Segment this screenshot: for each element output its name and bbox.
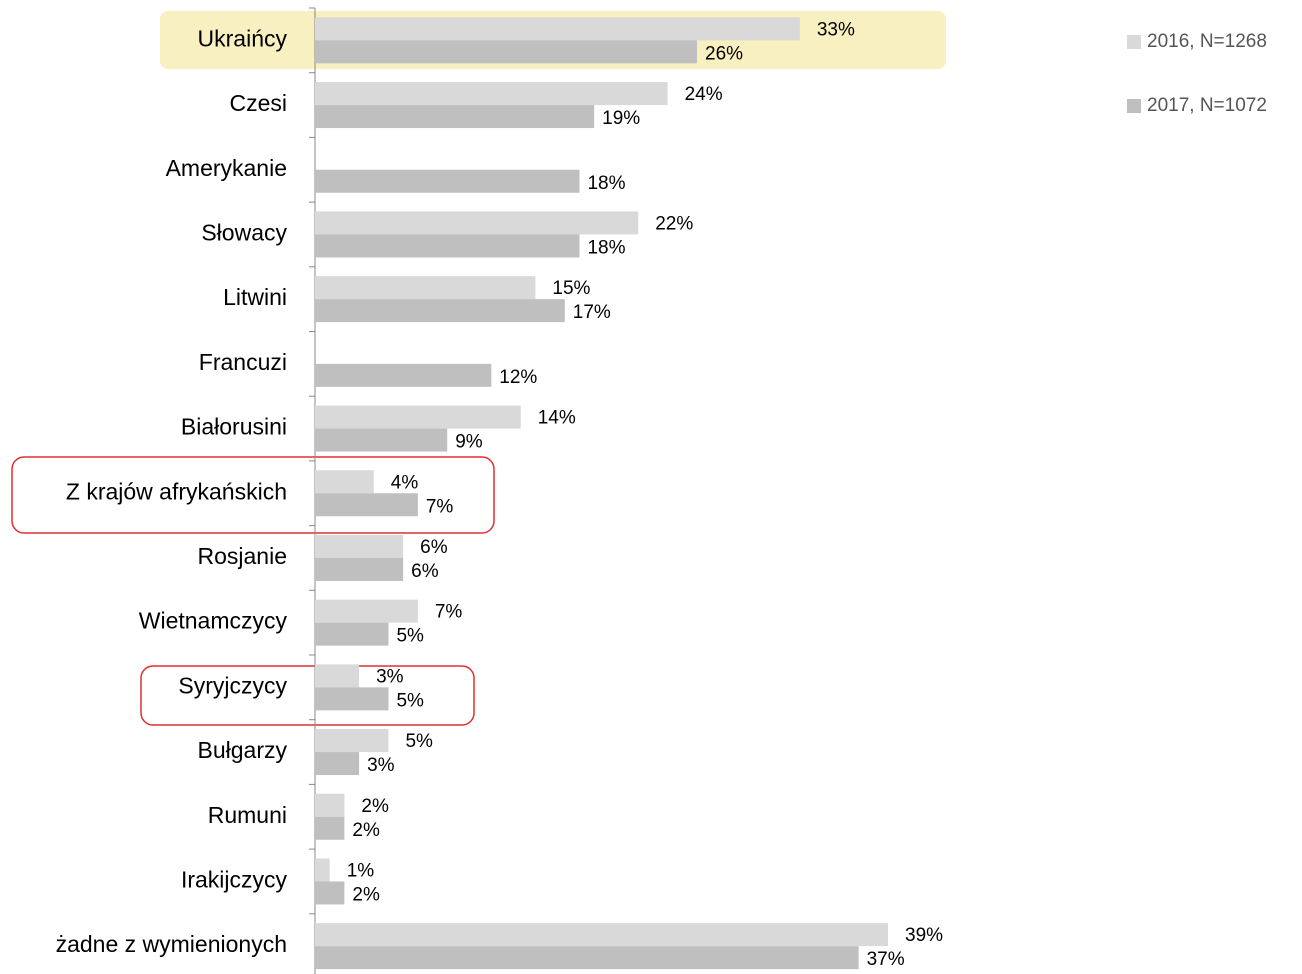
category-label: Syryjczycy [178,672,287,698]
value-label: 5% [405,731,433,752]
category-label: Z krajów afrykańskich [66,478,287,504]
category-label: Wietnamczycy [139,608,288,634]
bar [315,299,565,323]
bar [315,793,345,817]
category-label: Francuzi [199,349,287,375]
value-label: 12% [499,367,537,388]
category-label: Litwini [223,284,287,310]
bar [315,82,668,106]
legend-swatch [1127,35,1141,49]
legend-label: 2017, N=1072 [1147,95,1267,116]
bar [315,622,389,646]
value-label: 18% [587,237,625,258]
value-label: 37% [867,949,905,970]
category-label: Czesi [229,90,287,116]
value-label: 2% [361,796,389,817]
category-label: Ukraińcy [198,25,288,51]
bar [315,105,595,129]
value-label: 6% [411,561,439,582]
value-label: 19% [602,108,640,129]
bar [315,276,536,300]
bar [315,470,374,494]
category-label: Rosjanie [198,543,288,569]
bar [315,428,448,452]
value-label: 2% [352,884,380,905]
value-label: 3% [376,666,404,687]
bar [315,858,330,882]
value-label: 26% [705,43,743,64]
value-label: 22% [655,213,693,234]
bar [315,816,345,840]
value-label: 7% [426,496,454,517]
bar [315,881,345,905]
legend-swatch [1127,99,1141,113]
highlight-outline [11,456,495,534]
value-label: 6% [420,537,448,558]
value-label: 39% [905,925,943,946]
bar [315,493,418,517]
category-label: Słowacy [201,220,287,246]
highlight-outline [140,665,475,726]
category-label: żadne z wymienionych [56,931,287,957]
value-label: 2% [352,820,380,841]
bar [315,405,521,429]
bar [315,234,580,258]
value-label: 5% [396,626,424,647]
value-label: 7% [435,602,463,623]
bar [315,664,360,688]
category-label: Białorusini [181,414,287,440]
bar [315,534,404,558]
legend-label: 2016, N=1268 [1147,31,1267,52]
value-label: 9% [455,432,483,453]
value-label: 15% [552,278,590,299]
bar [315,687,389,711]
value-label: 5% [396,690,424,711]
value-label: 4% [391,472,419,493]
bar [315,752,360,776]
bar [315,40,697,64]
category-label: Rumuni [208,802,287,828]
bar [315,363,492,387]
category-label: Irakijczycy [181,867,288,893]
value-label: 18% [587,173,625,194]
bar [315,169,580,193]
bar [315,946,859,970]
bar [315,211,639,235]
bar [315,17,800,41]
bar [315,923,888,947]
bar [315,729,389,753]
category-label: Bułgarzy [198,737,288,763]
bar [315,599,418,623]
value-label: 24% [685,84,723,105]
value-label: 17% [573,302,611,323]
category-label: Amerykanie [166,155,287,181]
value-label: 14% [538,408,576,429]
bar [315,557,404,581]
value-label: 1% [347,860,375,881]
value-label: 33% [817,19,855,40]
value-label: 3% [367,755,395,776]
